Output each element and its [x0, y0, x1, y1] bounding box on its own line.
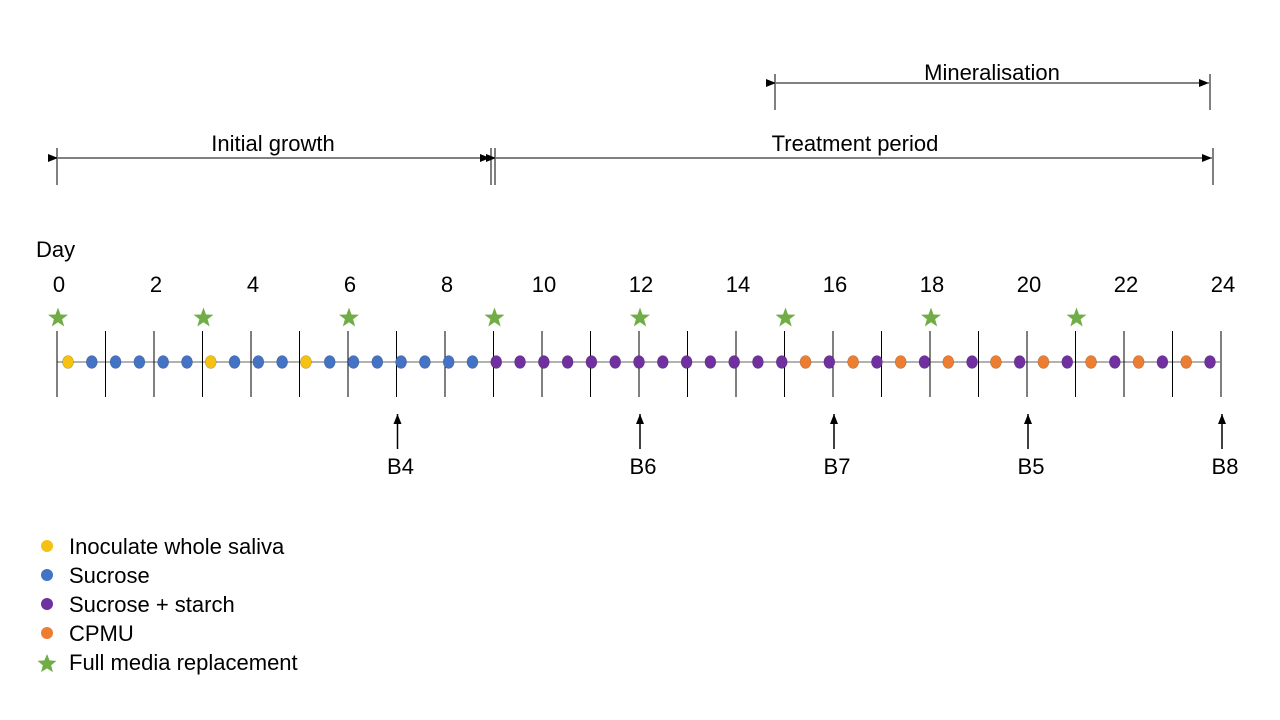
day-label: 18	[920, 272, 944, 297]
treatment-dot	[204, 355, 217, 369]
sample-label: B6	[630, 454, 657, 479]
treatment-dot	[1132, 355, 1145, 369]
treatment-dot	[966, 355, 978, 369]
treatment-dot	[466, 355, 479, 369]
mineralisation-label: Mineralisation	[924, 60, 1060, 85]
star-icon	[193, 307, 214, 327]
treatment-dot	[276, 355, 288, 369]
star-icon	[339, 307, 359, 327]
treatment-dot	[62, 355, 74, 369]
treatment-dot	[1061, 355, 1074, 369]
day-label: 6	[344, 272, 356, 297]
media-replacement-markers	[48, 307, 1087, 327]
treatment-dot	[1013, 355, 1026, 369]
treatment-dot	[228, 355, 241, 369]
treatment-dot	[847, 355, 859, 369]
treatment-dot	[894, 355, 907, 369]
day-label: 0	[53, 272, 65, 297]
treatment-dot	[799, 355, 812, 369]
treatment-dot	[561, 355, 574, 369]
legend-label: CPMU	[69, 621, 134, 646]
day-label: 14	[726, 272, 750, 297]
treatment-dot	[1156, 355, 1169, 369]
day-label: 12	[629, 272, 653, 297]
day-label: 8	[441, 272, 453, 297]
sample-label: B8	[1212, 454, 1239, 479]
star-icon	[484, 307, 505, 327]
treatment-dot	[442, 355, 455, 369]
treatment-dot	[823, 355, 836, 369]
treatment-dot	[1204, 355, 1216, 369]
treatment-dot	[585, 355, 598, 369]
legend-label: Sucrose	[69, 563, 150, 588]
star-icon	[37, 654, 57, 673]
day-label: 4	[247, 272, 259, 297]
star-icon	[921, 307, 941, 327]
treatment-dot	[347, 355, 360, 369]
blue-dot-icon	[41, 569, 53, 581]
legend-label: Inoculate whole saliva	[69, 534, 285, 559]
sample-label: B7	[824, 454, 851, 479]
purple-dot-icon	[41, 598, 53, 610]
treatment-dot	[1037, 355, 1050, 369]
orange-dot-icon	[41, 627, 53, 639]
day-label: 22	[1114, 272, 1138, 297]
initial-growth-label: Initial growth	[211, 131, 335, 156]
sample-label: B5	[1018, 454, 1045, 479]
day-label: 20	[1017, 272, 1041, 297]
treatment-dot	[490, 355, 503, 369]
treatment-dot	[371, 355, 384, 369]
treatment-dot	[1180, 355, 1193, 369]
treatment-dot	[1085, 355, 1097, 369]
treatment-dot	[656, 355, 669, 369]
treatment-dot	[1109, 355, 1121, 369]
treatment-dot	[395, 355, 407, 369]
treatment-dot	[181, 355, 193, 369]
treatment-dot	[728, 355, 740, 369]
treatment-dot	[918, 355, 931, 369]
day-label: 2	[150, 272, 162, 297]
treatment-dot	[514, 355, 526, 369]
star-icon	[1066, 307, 1087, 327]
day-labels: 0 2 4 6 8 10 12 14 16 18 20 22 24	[53, 272, 1235, 297]
treatment-dot	[871, 355, 883, 369]
treatment-dot	[942, 355, 955, 369]
treatment-dot	[704, 355, 717, 369]
treatment-dot	[633, 355, 645, 369]
treatment-dot	[419, 355, 431, 369]
treatment-dot	[157, 355, 169, 369]
treatment-period-label: Treatment period	[772, 131, 939, 156]
treatment-dot	[990, 355, 1002, 369]
treatment-dot	[252, 355, 265, 369]
treatment-period-span: Treatment period	[486, 131, 1214, 185]
day-label: 16	[823, 272, 847, 297]
mineralisation-span: Mineralisation	[766, 60, 1211, 110]
biofilm-sample-markers: B4 B6 B7 B5 B8	[387, 414, 1238, 479]
treatment-dot	[85, 355, 98, 369]
star-icon	[775, 307, 796, 327]
star-icon	[630, 307, 650, 327]
treatment-dot	[680, 355, 693, 369]
treatment-dot	[133, 355, 146, 369]
day-label: 10	[532, 272, 556, 297]
day-axis-label: Day	[36, 237, 75, 262]
treatment-dot	[609, 355, 622, 369]
treatment-dot	[109, 355, 122, 369]
treatment-dot	[775, 355, 788, 369]
initial-growth-span: Initial growth	[48, 131, 492, 185]
legend-label: Sucrose + starch	[69, 592, 235, 617]
day-label: 24	[1211, 272, 1235, 297]
treatment-markers	[62, 355, 1216, 369]
yellow-dot-icon	[41, 540, 53, 552]
treatment-dot	[752, 355, 764, 369]
treatment-dot	[538, 355, 550, 369]
treatment-dot	[323, 355, 336, 369]
star-icon	[48, 307, 68, 327]
legend-label: Full media replacement	[69, 650, 298, 675]
sample-label: B4	[387, 454, 414, 479]
treatment-dot	[300, 355, 312, 369]
